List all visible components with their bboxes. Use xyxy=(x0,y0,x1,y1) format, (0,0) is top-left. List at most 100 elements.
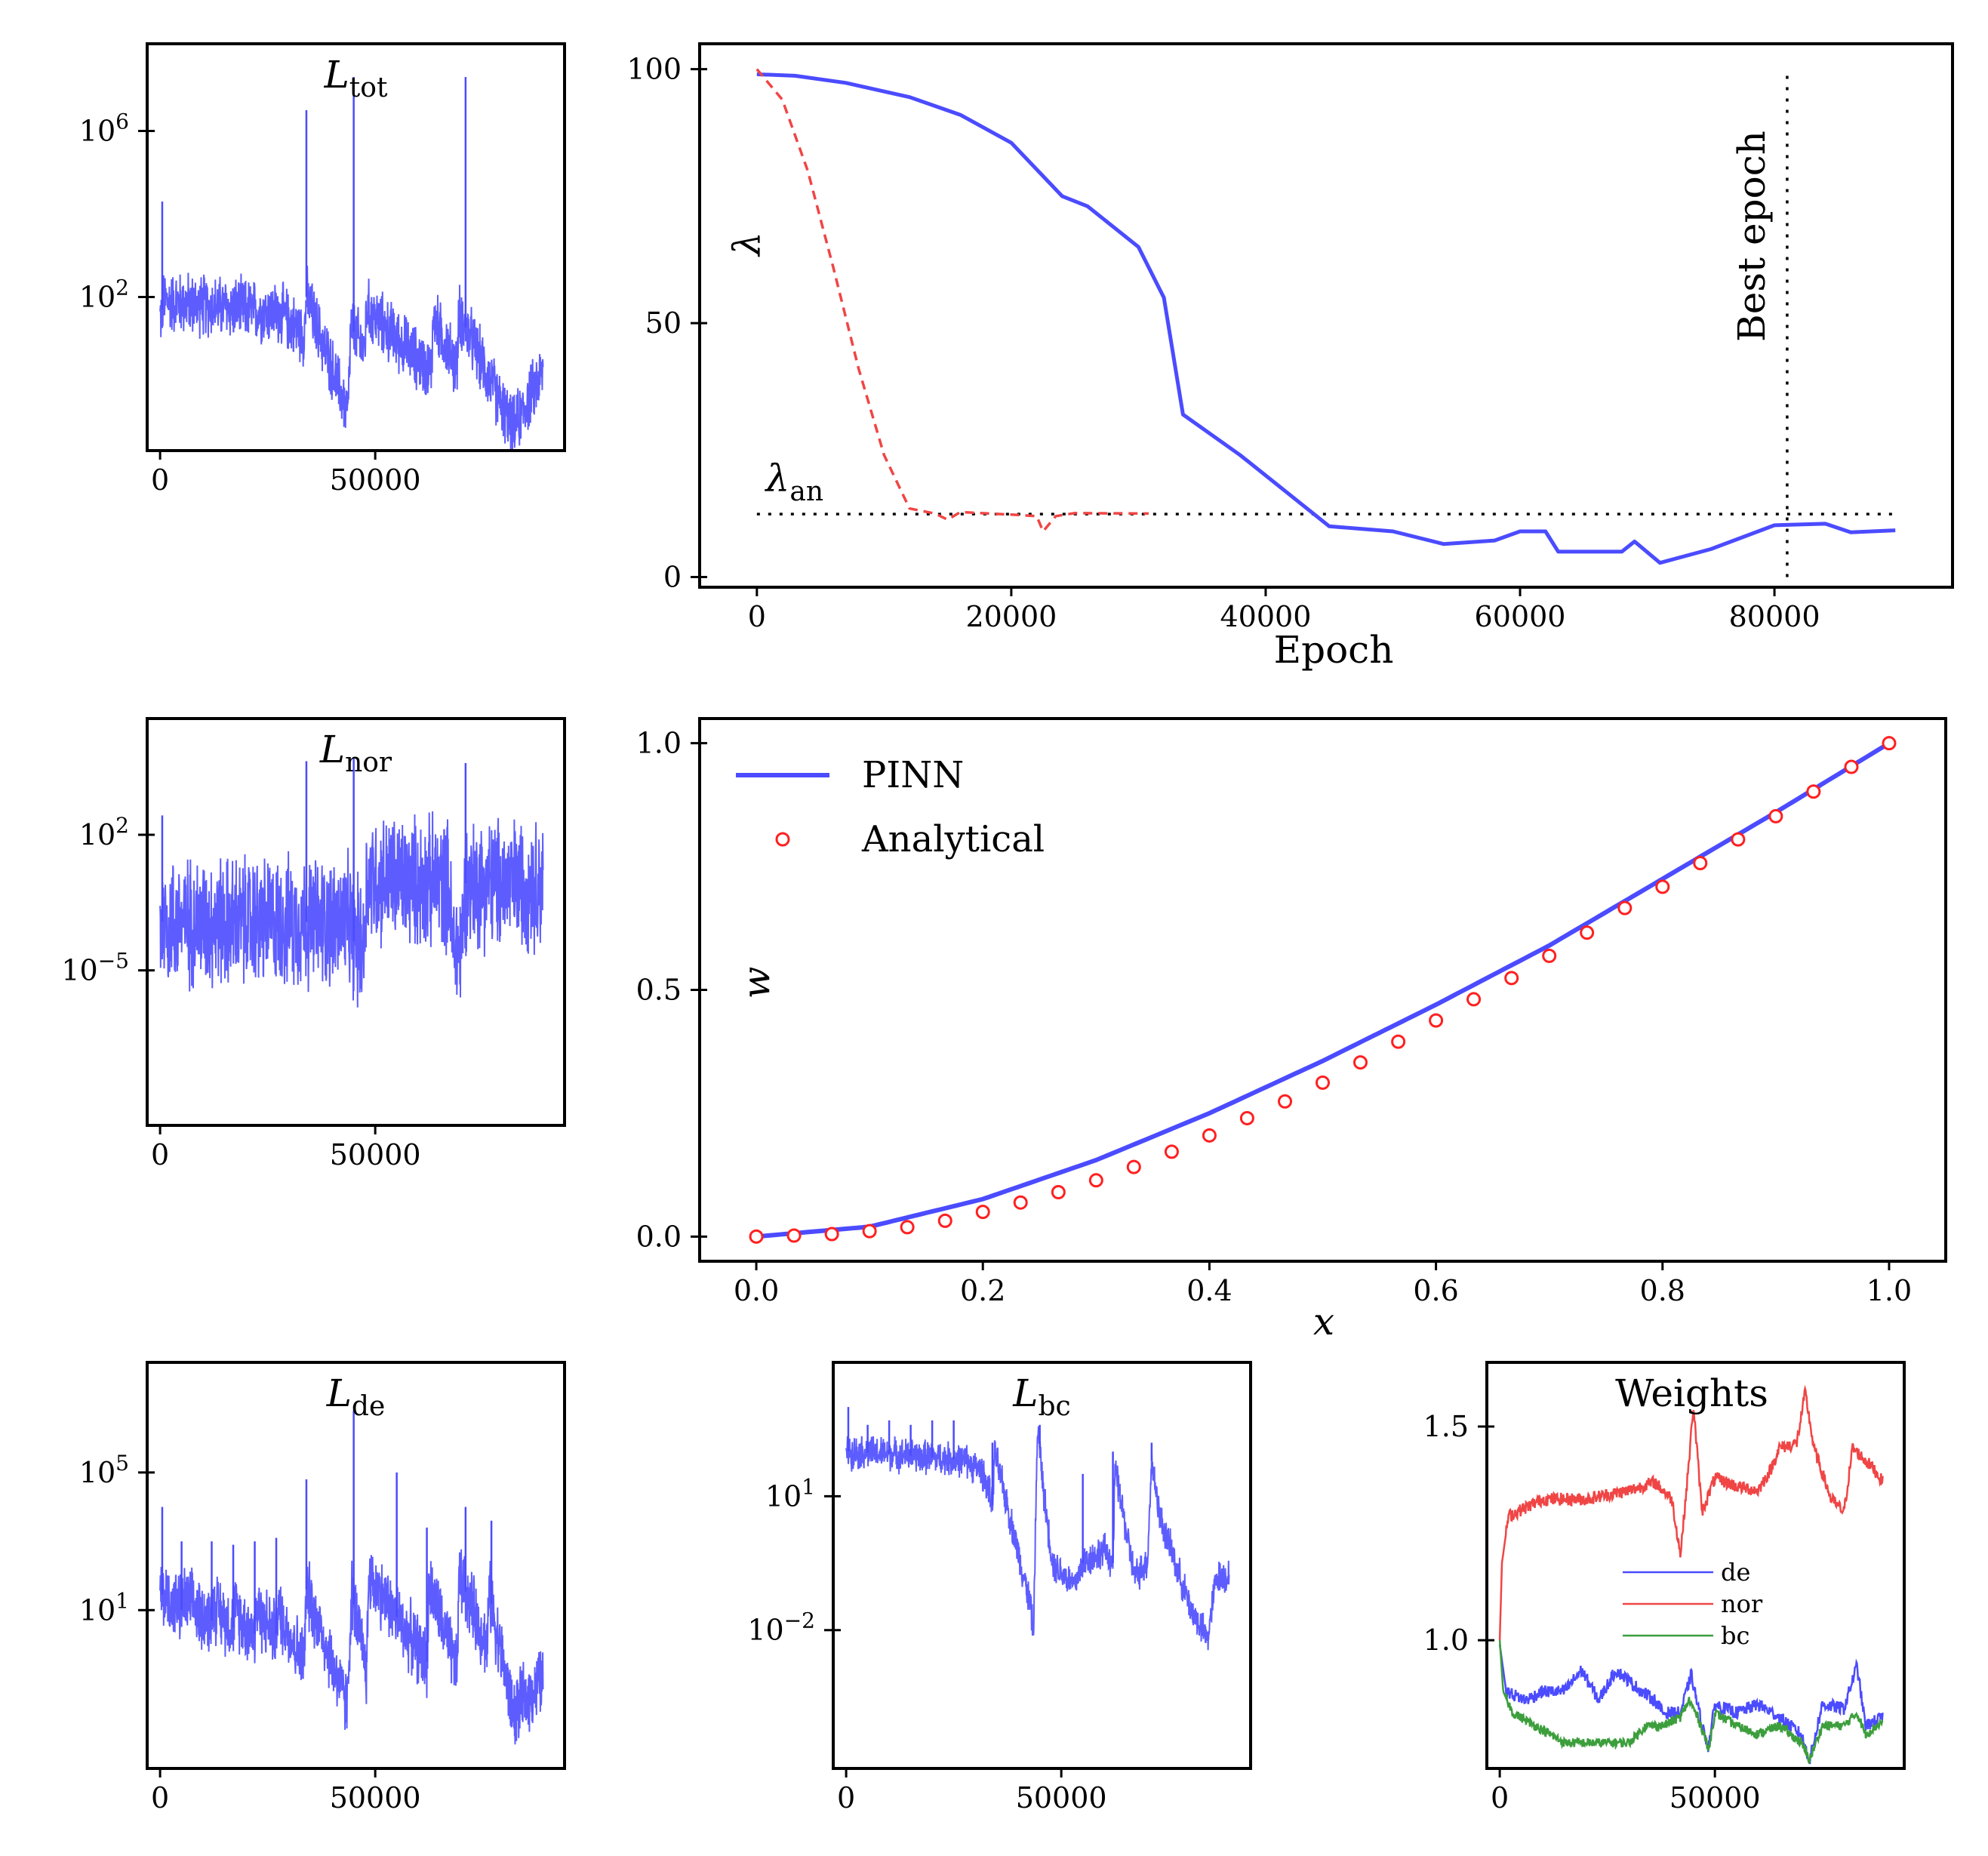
lde-title: Lde xyxy=(326,1371,386,1422)
analytical-point xyxy=(1580,925,1595,940)
weights-xtick-label-1: 50000 xyxy=(1669,1781,1761,1814)
weights-ytick-label-0: 1.0 xyxy=(1423,1624,1469,1657)
lbc-ytick-label-0: 101 xyxy=(765,1474,815,1513)
analytical-point xyxy=(862,1223,877,1239)
analytical-point xyxy=(1051,1184,1066,1199)
analytical-point xyxy=(900,1220,915,1235)
analytical-point xyxy=(1768,808,1783,823)
lde-xtick-label-1: 50000 xyxy=(330,1781,421,1814)
weights-title: Weights xyxy=(1615,1371,1768,1415)
w-xtick-label-5: 1.0 xyxy=(1866,1274,1912,1307)
lde-plot-area xyxy=(159,1410,544,1745)
lambda-plot-area xyxy=(756,68,1896,577)
lambda-ytick-label-0: 0 xyxy=(663,561,682,594)
w-ylabel: w xyxy=(734,967,778,999)
analytical-point xyxy=(749,1229,764,1244)
analytical-point xyxy=(1088,1173,1103,1188)
weights-series-de xyxy=(1498,1644,1884,1765)
lbc-plot-area xyxy=(845,1407,1230,1651)
w-xtick-label-4: 0.8 xyxy=(1640,1274,1685,1307)
lnor-ytick-label-0: 102 xyxy=(79,813,129,851)
lde-ytick-label-1: 101 xyxy=(79,1588,129,1627)
analytical-point xyxy=(1316,1075,1330,1090)
lbc-panel: 0 50000 101 10−2 Lbc xyxy=(747,1361,1252,1814)
w-frame xyxy=(698,717,1947,1263)
weights-legend-label-bc: bc xyxy=(1721,1621,1750,1650)
w-xtick-label-3: 0.6 xyxy=(1413,1274,1458,1307)
lambda-series-blue xyxy=(756,72,1896,565)
analytical-point xyxy=(1466,992,1482,1007)
lbc-xtick-label-1: 50000 xyxy=(1016,1781,1107,1814)
legend-pinn-label: PINN xyxy=(862,754,964,796)
lambda-xtick-label-1: 20000 xyxy=(965,600,1057,633)
weights-series-nor xyxy=(1498,1384,1884,1641)
lambda-xtick-label-4: 80000 xyxy=(1729,600,1820,633)
lambda-frame xyxy=(698,42,1954,589)
lbc-frame xyxy=(832,1361,1252,1770)
ltot-frame xyxy=(146,42,566,452)
lambda-xlabel: Epoch xyxy=(1274,628,1394,672)
analytical-point xyxy=(1429,1013,1444,1028)
lnor-series-0 xyxy=(159,811,544,1008)
analytical-point xyxy=(1164,1144,1179,1159)
analytical-point xyxy=(1655,879,1670,894)
analytical-point xyxy=(1617,900,1633,916)
weights-panel: 0 50000 1.0 1.5 Weights de nor bc xyxy=(1423,1361,1906,1814)
analytical-point xyxy=(1806,784,1821,799)
w-xtick-label-0: 0.0 xyxy=(734,1274,779,1307)
weights-legend-label-nor: nor xyxy=(1721,1590,1763,1618)
w-ytick-label-1: 0.5 xyxy=(636,974,682,1007)
lambda-panel: 0 20000 40000 60000 80000 0 50 100 Epoch λ λan Best… xyxy=(626,42,1954,672)
lbc-xtick-label-0: 0 xyxy=(837,1781,855,1814)
analytical-point xyxy=(1126,1159,1141,1174)
legend-analytical-label: Analytical xyxy=(861,818,1045,860)
lambda-xtick-label-0: 0 xyxy=(748,600,766,633)
analytical-point xyxy=(937,1213,952,1228)
analytical-point xyxy=(1731,832,1746,847)
weights-frame xyxy=(1485,1361,1906,1770)
lambda-ytick-label-2: 100 xyxy=(626,53,682,86)
w-panel: 0.0 0.2 0.4 0.6 0.8 1.0 0.0 0.5 1.0 PINN Analytica… xyxy=(636,717,1947,1344)
lbc-title: Lbc xyxy=(1012,1371,1070,1422)
lnor-xtick-label-1: 50000 xyxy=(330,1138,421,1171)
lde-xtick-label-0: 0 xyxy=(151,1781,169,1814)
ltot-series-0 xyxy=(159,265,544,451)
lambda-ylabel: λ xyxy=(725,232,769,257)
analytical-point xyxy=(1542,948,1557,963)
w-xtick-label-1: 0.2 xyxy=(960,1274,1005,1307)
weights-series-bc xyxy=(1498,1640,1884,1764)
lnor-xtick-label-0: 0 xyxy=(151,1138,169,1171)
analytical-point xyxy=(1844,759,1859,774)
ltot-panel: 0 50000 106 102 Ltot xyxy=(79,42,566,497)
lambda-an-label: λan xyxy=(765,457,823,507)
analytical-point xyxy=(1353,1055,1368,1070)
analytical-point xyxy=(1693,856,1708,871)
best-epoch-label: Best epoch xyxy=(1730,131,1774,342)
lnor-panel: 0 50000 102 10−5 Lnor xyxy=(61,717,566,1171)
lde-ytick-label-0: 105 xyxy=(79,1451,129,1489)
lambda-ytick-label-1: 50 xyxy=(645,306,682,340)
analytical-point xyxy=(786,1228,802,1243)
lnor-title: Lnor xyxy=(319,728,392,778)
w-ytick-label-0: 0.0 xyxy=(636,1220,682,1253)
ltot-xtick-label-0: 0 xyxy=(151,463,169,497)
lbc-ytick-label-1: 10−2 xyxy=(747,1608,815,1647)
weights-plot-area xyxy=(1498,1384,1884,1765)
ltot-plot-area xyxy=(159,77,544,451)
weights-ytick-label-1: 1.5 xyxy=(1423,1410,1469,1443)
w-xlabel: x xyxy=(1313,1300,1334,1344)
ltot-xtick-label-1: 50000 xyxy=(330,463,421,497)
analytical-point xyxy=(1504,971,1519,986)
legend-analytical-swatch xyxy=(775,832,790,847)
analytical-point xyxy=(1202,1128,1217,1143)
ltot-title: Ltot xyxy=(324,53,388,103)
lnor-ytick-label-1: 10−5 xyxy=(61,949,129,987)
lde-frame xyxy=(146,1361,566,1770)
lnor-frame xyxy=(146,717,566,1127)
weights-legend-label-de: de xyxy=(1721,1558,1750,1587)
ltot-ytick-label-1: 102 xyxy=(79,275,129,314)
lbc-series-0 xyxy=(845,1426,1230,1651)
weights-legend: de nor bc xyxy=(1623,1558,1763,1650)
analytical-point xyxy=(1882,736,1897,751)
